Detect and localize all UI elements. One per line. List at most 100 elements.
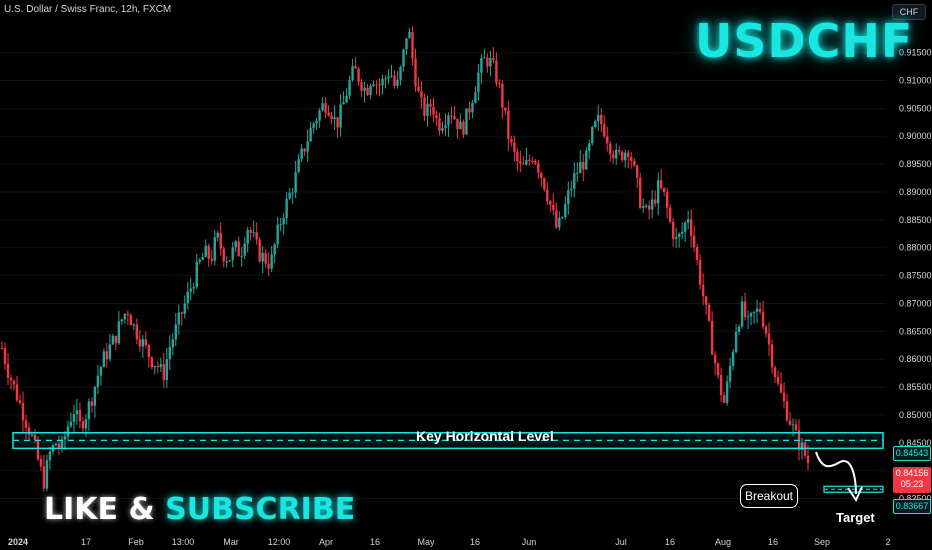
candle-body (645, 205, 648, 207)
candle-body (417, 86, 420, 92)
candle-body (261, 252, 264, 262)
candle-body (309, 128, 312, 142)
candle-body (159, 364, 163, 367)
candle-body (171, 339, 174, 348)
candle-body (18, 400, 22, 403)
candle-body (48, 451, 52, 461)
candle-body (653, 199, 657, 204)
candle-body (273, 244, 276, 255)
candle-body (465, 108, 468, 135)
time-tick-label: 16 (470, 537, 480, 547)
candle-body (162, 364, 165, 380)
candle-body (141, 339, 145, 347)
candle-body (399, 66, 402, 80)
candle-body (237, 241, 240, 257)
candle-body (240, 255, 243, 257)
candle-body (597, 114, 600, 122)
candle-body (96, 375, 100, 387)
time-tick-label: 12:00 (268, 537, 291, 547)
candle-body (414, 58, 417, 87)
candle-body (555, 210, 558, 228)
candle-body (630, 156, 633, 161)
candle-body (662, 187, 666, 192)
candle-body (642, 206, 645, 208)
candle-body (549, 201, 552, 205)
candle-body (677, 234, 681, 238)
candle-body (93, 386, 97, 406)
price-tick-label: 0.85000 (899, 410, 932, 420)
candle-body (258, 239, 261, 262)
candle-body (695, 247, 699, 260)
candle-body (75, 410, 79, 415)
candle-body (528, 159, 531, 161)
price-tick-label: 0.87500 (899, 271, 932, 281)
candle-body (369, 85, 372, 96)
candle-body (192, 287, 195, 289)
candle-body (806, 455, 810, 464)
candle-body (228, 260, 231, 262)
candle-body (701, 284, 705, 297)
candle-body (692, 235, 696, 248)
candle-body (294, 172, 297, 193)
candle-body (387, 76, 390, 79)
candle-body (639, 177, 642, 208)
breakout-callout: Breakout (740, 484, 798, 508)
candle-body (267, 263, 270, 269)
candle-body (120, 319, 124, 322)
candle-body (12, 380, 16, 385)
candle-body (225, 261, 228, 263)
candle-body (498, 83, 501, 85)
candle-body (746, 316, 750, 318)
candle-body (650, 199, 654, 210)
candle-body (570, 188, 573, 191)
brand-title: USDCHF (695, 14, 914, 68)
candle-body (243, 243, 246, 256)
candle-body (84, 419, 88, 429)
candle-body (432, 106, 435, 115)
candle-body (459, 121, 462, 130)
candle-body (782, 392, 786, 402)
candle-body (213, 237, 216, 261)
candle-body (42, 466, 46, 489)
currency-button[interactable]: CHF (892, 4, 926, 20)
candle-body (618, 150, 621, 152)
projection-arrow (815, 451, 857, 495)
candle-body (0, 348, 4, 350)
candle-body (297, 159, 300, 173)
candle-body (725, 381, 729, 403)
candle-body (716, 363, 720, 376)
candle-body (552, 204, 555, 211)
time-axis[interactable]: 2024 17 Feb 13:00 Mar 12:00 Apr 16 May 16 Jun Jul 16… (8, 537, 891, 547)
candle-body (186, 291, 189, 304)
candle-body (761, 311, 765, 327)
candle-body (585, 150, 588, 170)
time-tick-label: 16 (665, 537, 675, 547)
candle-body (39, 459, 43, 467)
candle-body (447, 115, 450, 126)
candle-body (348, 80, 351, 96)
like-subscribe-banner: LIKE & SUBSCRIBE (44, 492, 355, 527)
candle-body (318, 110, 321, 121)
candle-body (264, 252, 267, 264)
candle-body (704, 296, 708, 305)
price-axis[interactable]: 0.91500 0.91000 0.90500 0.90000 0.89500 0.890… (899, 48, 932, 504)
candle-body (135, 324, 139, 340)
candle-body (668, 207, 672, 222)
candle-body (216, 232, 219, 238)
price-tick-label: 0.83500 (899, 494, 932, 504)
candle-body (686, 219, 690, 223)
candle-body (174, 324, 177, 340)
candle-body (803, 442, 807, 456)
candle-body (749, 313, 753, 317)
candle-body (288, 192, 291, 199)
candle-body (6, 363, 10, 378)
candle-body (734, 331, 738, 352)
candle-body (129, 315, 133, 326)
candle-body (522, 163, 525, 165)
price-grid (0, 52, 886, 500)
candle-body (785, 401, 789, 421)
candle-body (743, 301, 747, 318)
candle-body (336, 117, 339, 128)
candle-body (713, 354, 717, 364)
